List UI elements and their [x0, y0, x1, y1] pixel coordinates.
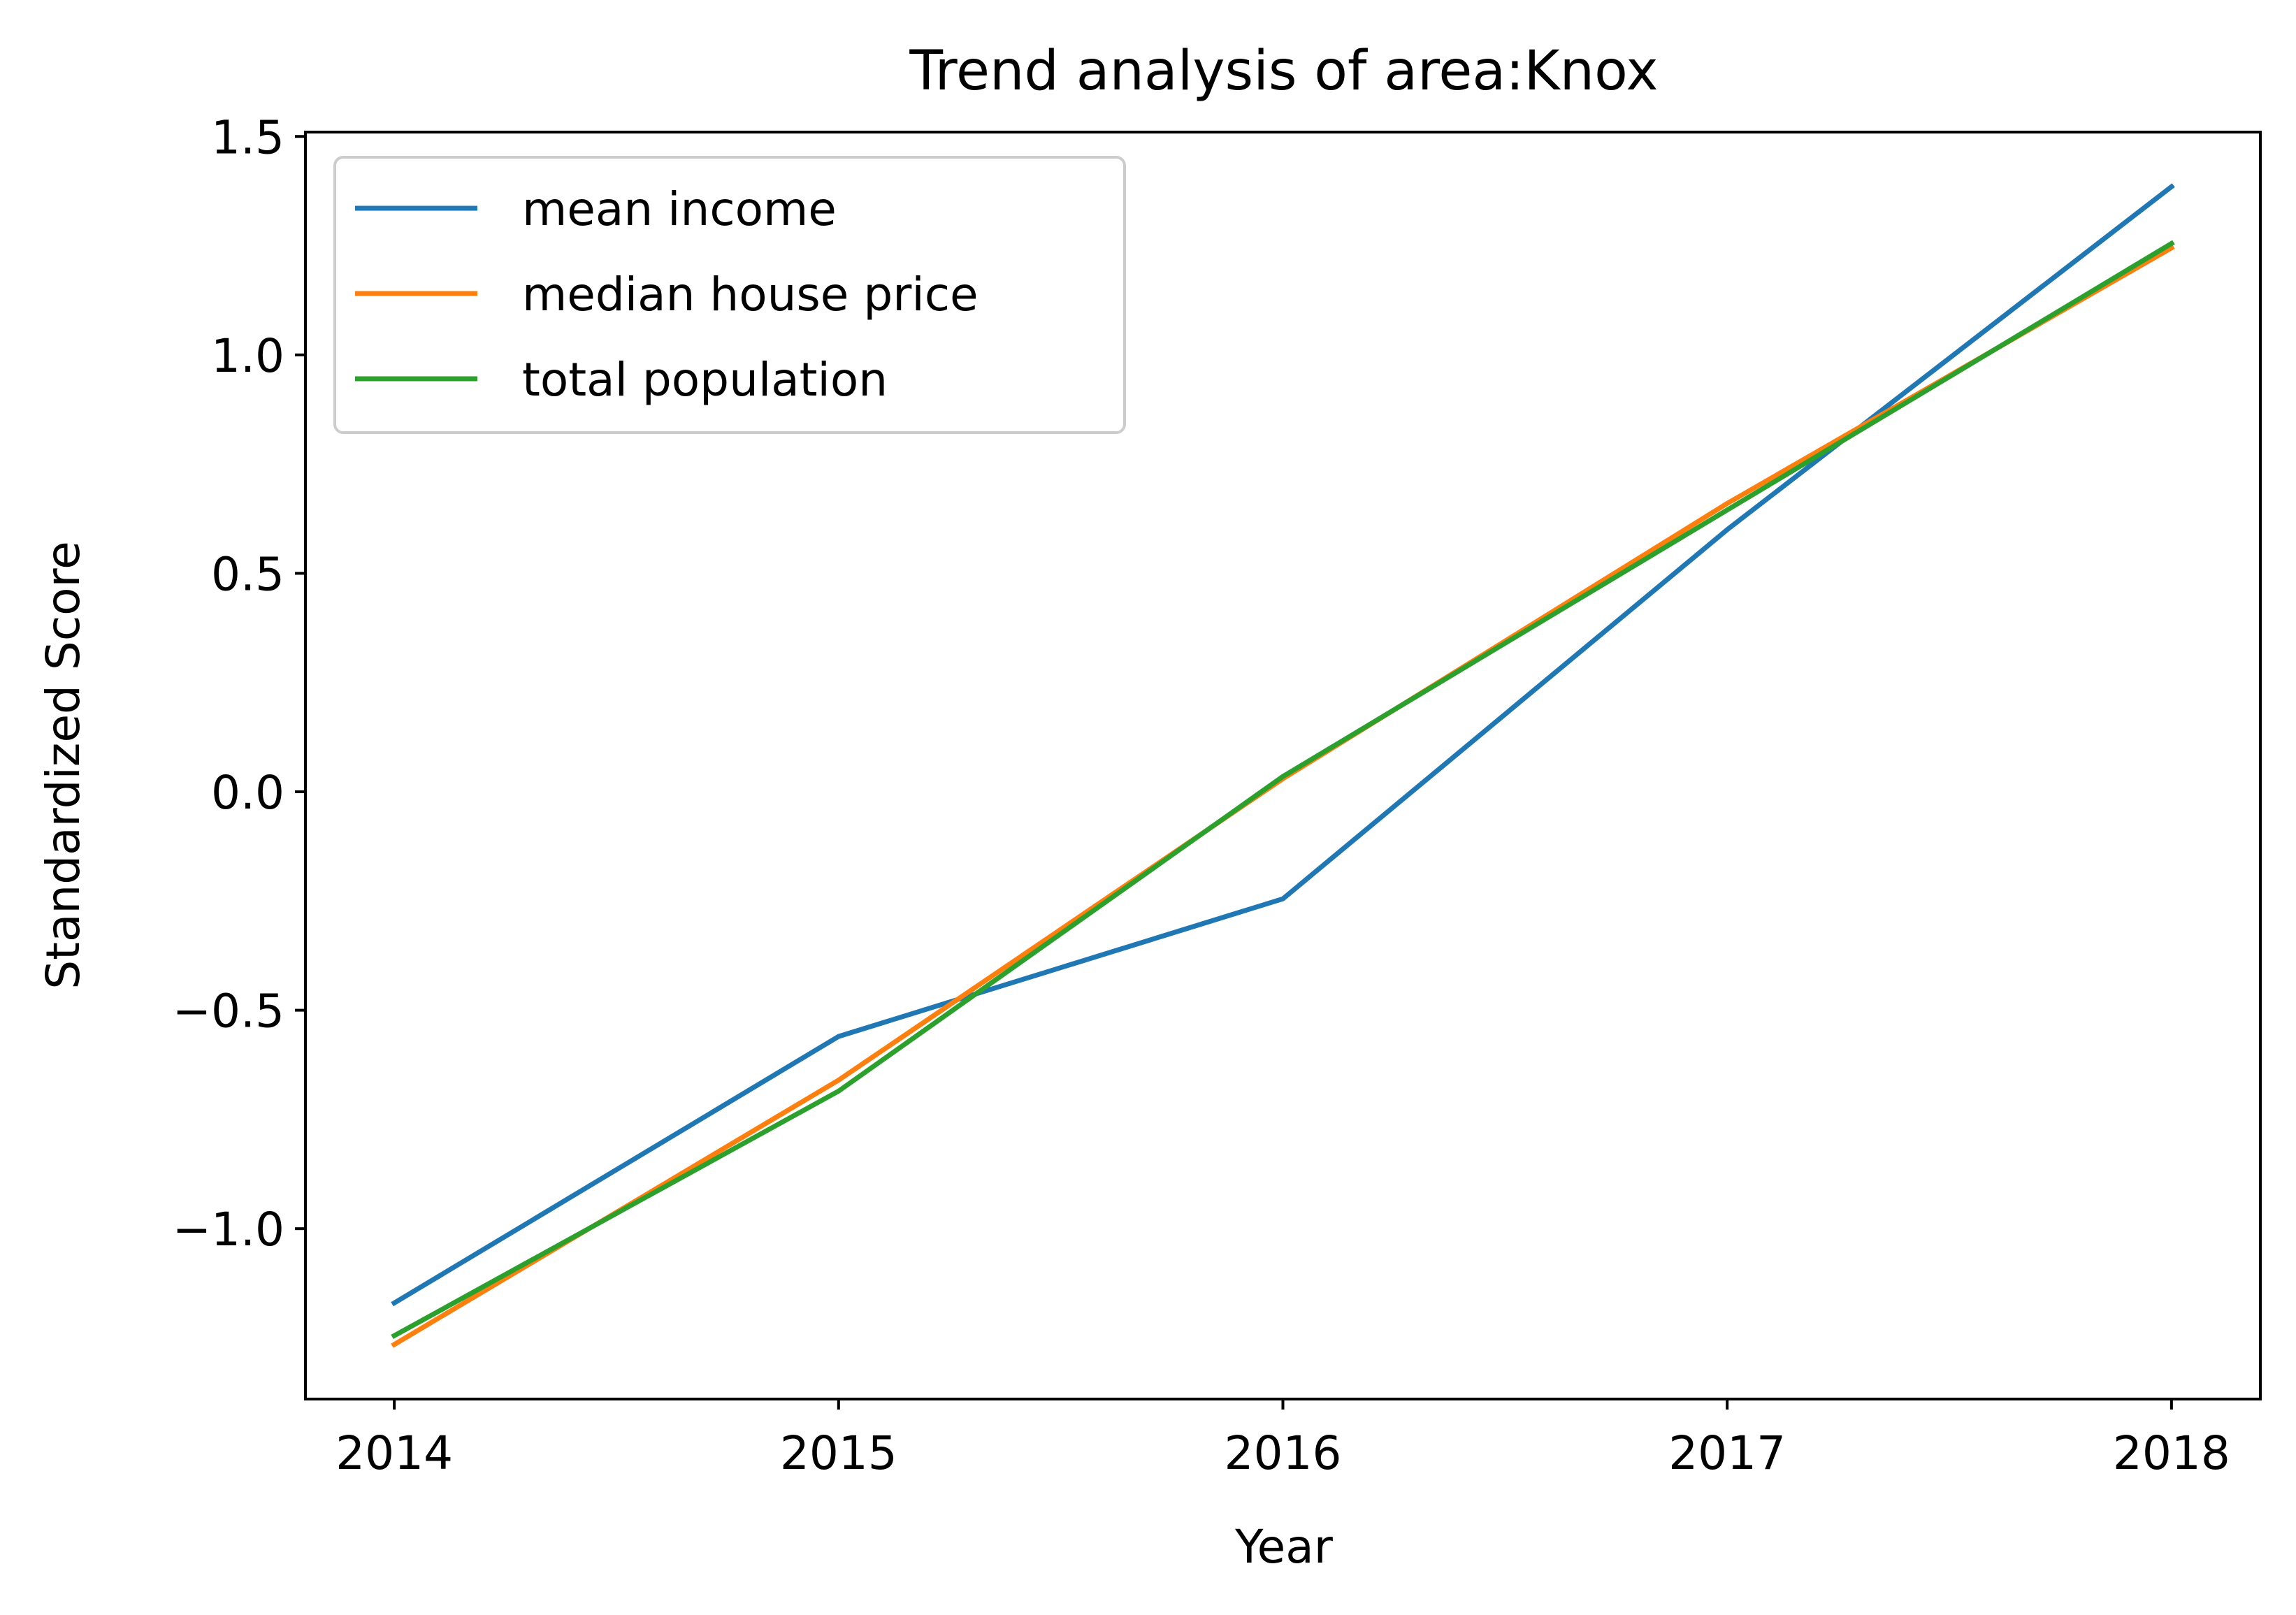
- legend: mean income median house price total popul…: [333, 156, 1126, 434]
- series-line-total-population: [391, 240, 2175, 1340]
- y-tick-label: 0.5: [211, 547, 284, 601]
- legend-label: total population: [522, 353, 888, 407]
- series-line-mean-income: [391, 183, 2175, 1307]
- chart-title: Trend analysis of area:Knox: [909, 40, 1658, 103]
- legend-box: [333, 156, 1126, 434]
- x-tick-label: 2018: [2113, 1426, 2230, 1480]
- y-axis-label: Standardized Score: [36, 541, 90, 990]
- y-tick-label: 0.0: [211, 766, 284, 820]
- x-tick-label: 2016: [1225, 1426, 1342, 1480]
- x-tick-label: 2014: [335, 1426, 453, 1480]
- y-axis-ticks: −1.0 −0.5 0.0 0.5 1.0 1.5: [173, 110, 305, 1256]
- y-tick-label: −1.0: [173, 1203, 284, 1256]
- x-axis-ticks: 2014 2015 2016 2017 2018: [335, 1399, 2230, 1480]
- x-axis-label: Year: [1234, 1520, 1334, 1574]
- y-tick-label: −0.5: [173, 985, 284, 1038]
- legend-label: median house price: [522, 268, 979, 321]
- legend-items: mean income median house price total popul…: [355, 182, 979, 407]
- series-layer: [391, 183, 2175, 1348]
- y-tick-label: 1.0: [211, 329, 284, 383]
- x-tick-label: 2017: [1668, 1426, 1786, 1480]
- legend-label: mean income: [522, 182, 837, 236]
- x-tick-label: 2015: [780, 1426, 897, 1480]
- y-tick-label: 1.5: [211, 110, 284, 164]
